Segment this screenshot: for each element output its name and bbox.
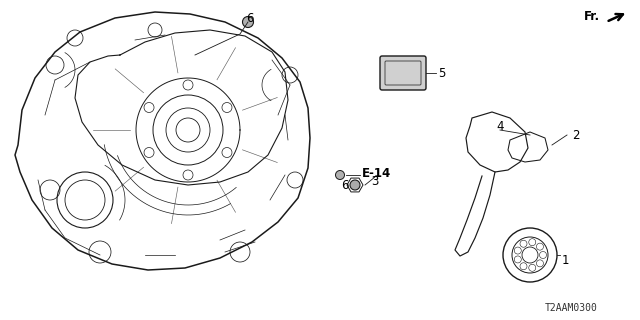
Text: 6: 6	[341, 179, 349, 191]
Text: 5: 5	[438, 67, 445, 79]
Text: 2: 2	[572, 129, 579, 141]
Text: T2AAM0300: T2AAM0300	[545, 303, 598, 313]
Text: Fr.: Fr.	[584, 10, 600, 22]
Circle shape	[243, 17, 253, 28]
Circle shape	[335, 171, 344, 180]
Text: 6: 6	[246, 12, 253, 25]
Circle shape	[350, 180, 360, 190]
FancyBboxPatch shape	[380, 56, 426, 90]
Text: 4: 4	[496, 120, 504, 133]
Text: 3: 3	[371, 175, 379, 188]
Text: E-14: E-14	[362, 166, 391, 180]
Text: 1: 1	[562, 253, 570, 267]
